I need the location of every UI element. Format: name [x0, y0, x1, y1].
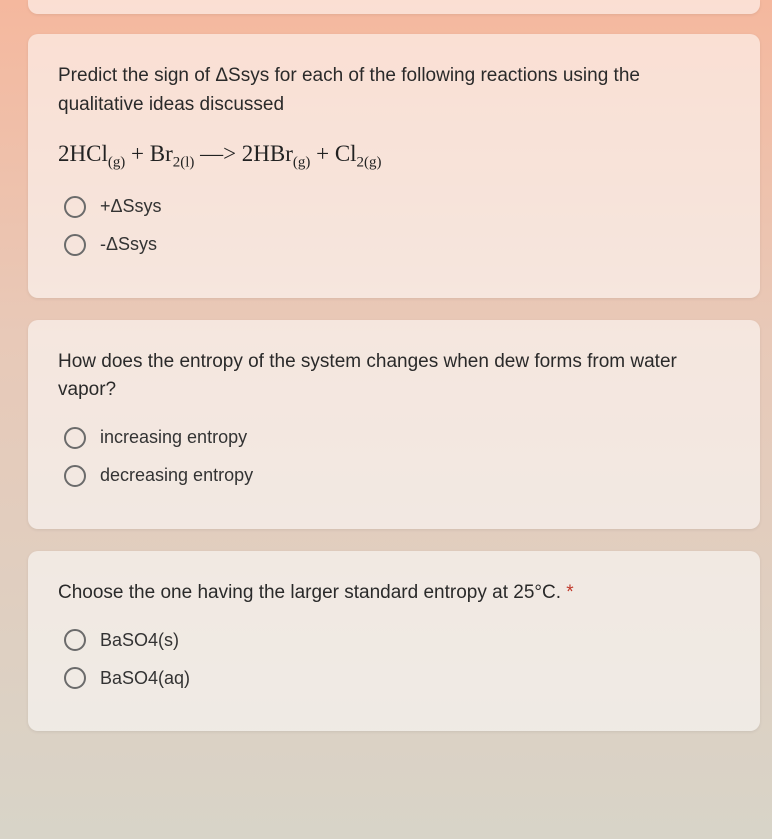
question-card-3: Choose the one having the larger standar…	[28, 551, 760, 732]
radio-icon[interactable]	[64, 465, 86, 487]
required-asterisk: *	[566, 582, 573, 603]
reaction-equation: 2HCl(g) + Br2(l) —> 2HBr(g) + Cl2(g)	[58, 141, 730, 172]
radio-icon[interactable]	[64, 629, 86, 651]
option-row[interactable]: increasing entropy	[64, 427, 730, 449]
prompt-text: Choose the one having the larger standar…	[58, 582, 561, 603]
option-row[interactable]: -ΔSsys	[64, 234, 730, 256]
option-label: BaSO4(aq)	[100, 668, 190, 689]
question-prompt: Choose the one having the larger standar…	[58, 579, 730, 608]
question-prompt: Predict the sign of ΔSsys for each of th…	[58, 62, 730, 119]
option-label: BaSO4(s)	[100, 630, 179, 651]
question-card-1: Predict the sign of ΔSsys for each of th…	[28, 34, 760, 298]
option-row[interactable]: decreasing entropy	[64, 465, 730, 487]
question-card-2: How does the entropy of the system chang…	[28, 320, 760, 529]
option-row[interactable]: BaSO4(aq)	[64, 667, 730, 689]
radio-icon[interactable]	[64, 667, 86, 689]
option-row[interactable]: +ΔSsys	[64, 196, 730, 218]
radio-icon[interactable]	[64, 196, 86, 218]
question-prompt: How does the entropy of the system chang…	[58, 348, 730, 405]
option-row[interactable]: BaSO4(s)	[64, 629, 730, 651]
option-label: decreasing entropy	[100, 465, 253, 486]
option-label: increasing entropy	[100, 427, 247, 448]
radio-icon[interactable]	[64, 427, 86, 449]
option-label: +ΔSsys	[100, 196, 162, 217]
previous-card-stub	[28, 0, 760, 14]
radio-icon[interactable]	[64, 234, 86, 256]
option-label: -ΔSsys	[100, 234, 157, 255]
